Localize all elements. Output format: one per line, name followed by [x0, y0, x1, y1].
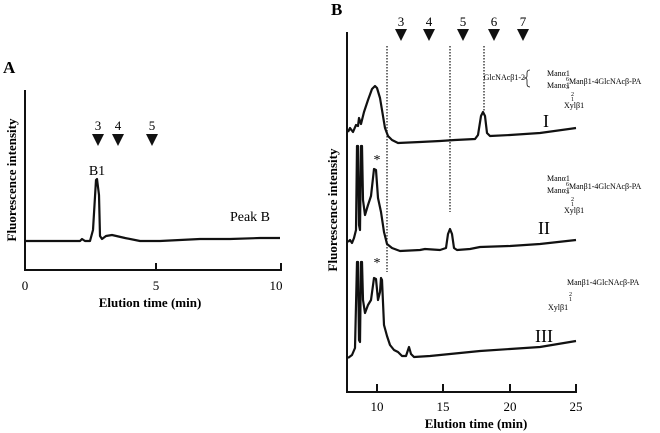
glycan-text: Manα1	[547, 69, 570, 78]
glycan-text: Manβ1-4GlcNAcβ-PA	[567, 278, 640, 287]
trace-label-ii: II	[538, 218, 550, 238]
glycan-text: 2	[569, 292, 572, 298]
panel-a-tick-label: 0	[22, 278, 29, 293]
down-arrow-icon	[92, 134, 104, 146]
glycan-text: 1	[569, 297, 572, 303]
down-arrow-icon	[488, 29, 500, 41]
trace-label-i: I	[543, 111, 549, 131]
panel-b-tick-label: 20	[504, 399, 517, 414]
panel-a-arrow-label: 4	[115, 118, 122, 133]
glycan-text: 2	[571, 92, 574, 98]
panel-b-tick-label: 10	[371, 399, 384, 414]
glycan-text: 1	[571, 202, 574, 208]
panel-b-x-label: Elution time (min)	[425, 416, 528, 431]
glycan-text: Xylβ1	[564, 206, 584, 215]
down-arrow-icon	[517, 29, 529, 41]
glycan-text: Manα1	[547, 174, 570, 183]
panel-b-arrow-label: 6	[491, 14, 498, 29]
panel-a-peak-label: B1	[89, 164, 105, 179]
glycan-text: 1	[571, 97, 574, 103]
glycan-text: Xylβ1	[564, 101, 584, 110]
glycan-text: Manα1	[547, 186, 570, 195]
panel-b-arrow-label: 3	[398, 14, 405, 29]
panel-b: B 10 15 20 25 Elution time (min) Fluores…	[325, 0, 642, 431]
panel-b-tick-label: 15	[437, 399, 450, 414]
panel-a-trace	[26, 177, 280, 243]
brace-icon	[523, 69, 531, 88]
panel-a-arrow-label: 3	[95, 118, 102, 133]
trace-label-iii: III	[535, 326, 553, 346]
panel-a-label: A	[3, 58, 16, 77]
down-arrow-icon	[146, 134, 158, 146]
asterisk-annotation: *	[374, 153, 381, 168]
panel-b-tick-label: 25	[570, 399, 583, 414]
down-arrow-icon	[423, 29, 435, 41]
glycan-text: 6	[566, 77, 569, 83]
trace-ii	[347, 144, 577, 253]
panel-a-arrow-label: 5	[149, 118, 156, 133]
panel-b-y-label: Fluorescence intensity	[325, 148, 340, 271]
panel-b-arrow-label: 7	[520, 14, 527, 29]
glycan-structure-iii: Manβ1-4GlcNAcβ-PA 2 1 Xylβ1	[548, 278, 640, 312]
glycan-text: Manβ1-4GlcNAcβ-PA	[569, 182, 642, 191]
asterisk-annotation: *	[374, 256, 381, 271]
down-arrow-icon	[395, 29, 407, 41]
panel-a-x-label: Elution time (min)	[99, 295, 202, 310]
glycan-text: Manβ1-4GlcNAcβ-PA	[569, 77, 642, 86]
glycan-text: 3	[566, 190, 569, 196]
panel-b-arrow-label: 4	[426, 14, 433, 29]
down-arrow-icon	[112, 134, 124, 146]
panel-a-tick-label: 5	[153, 278, 160, 293]
glycan-text: 3	[566, 85, 569, 91]
glycan-text: Manα1	[547, 81, 570, 90]
panel-b-label: B	[331, 0, 342, 19]
panel-a-tick-label: 10	[270, 278, 283, 293]
glycan-text: 2	[571, 197, 574, 203]
glycan-structure-ii: Manα1 Manα1 6 3 Manβ1-4GlcNAcβ-PA 2 1 Xy…	[547, 174, 642, 215]
panel-a-trace-label: Peak B	[230, 210, 270, 225]
glycan-text: GlcNAcβ1-2	[484, 73, 525, 82]
trace-iii	[347, 260, 577, 359]
panel-b-arrow-label: 5	[460, 14, 467, 29]
glycan-structure-i: GlcNAcβ1-2 Manα1 Manα1 6 3 Manβ1-4GlcNAc…	[484, 69, 642, 110]
glycan-text: 6	[566, 182, 569, 188]
glycan-text: Xylβ1	[548, 303, 568, 312]
panel-a-y-label: Fluorescence intensity	[4, 118, 19, 241]
down-arrow-icon	[457, 29, 469, 41]
trace-i	[347, 84, 577, 145]
panel-a: A 0 5 10 Elution time (min) Fluorescence…	[3, 58, 283, 310]
